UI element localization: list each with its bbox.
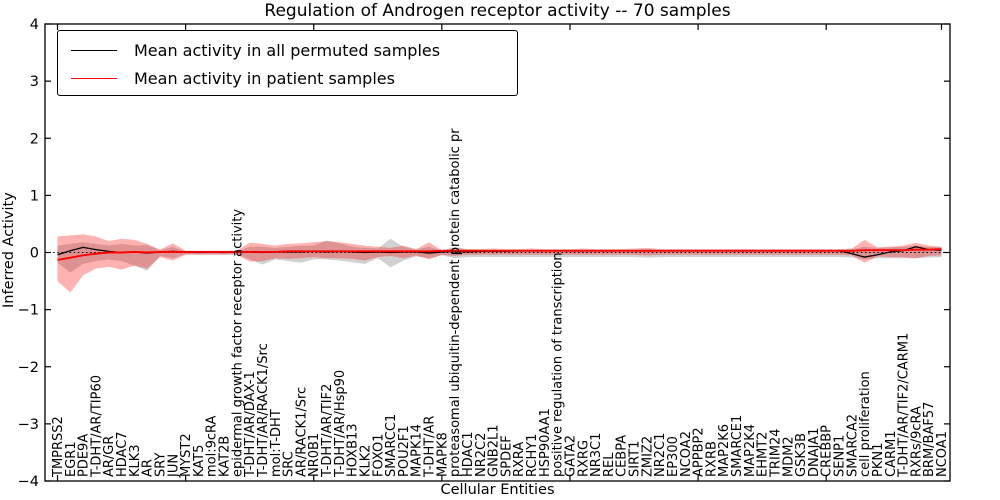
patient-mean-line <box>57 248 942 261</box>
legend-label-patient: Mean activity in patient samples <box>134 68 395 88</box>
x-category-label: BRM/BAF57 <box>922 402 937 477</box>
x-category-label: mol:9cRA <box>205 415 220 477</box>
x-category-label: HDAC1 <box>461 431 476 477</box>
x-category-label: T-DHT/AR/Hsp90 <box>333 370 348 478</box>
x-category-label: NR3C1 <box>589 433 604 477</box>
x-category-label: NR2C2 <box>474 433 489 477</box>
x-category-label: T-DHT/AR/RACK1/Src <box>256 343 271 478</box>
chart-title: Regulation of Androgen receptor activity… <box>264 1 731 21</box>
x-category-label: SRC <box>282 451 297 477</box>
legend-item-permuted: Mean activity in all permuted samples <box>71 36 517 64</box>
x-category-label: KAT2B <box>218 436 233 477</box>
legend-item-patient: Mean activity in patient samples <box>71 64 517 92</box>
y-tick-label: −1 <box>18 303 39 319</box>
x-category-label: APPBP2 <box>692 427 707 477</box>
x-category-label: NCOA1 <box>935 431 950 477</box>
y-tick-label: 1 <box>30 188 39 204</box>
x-category-label: PKN1 <box>871 443 886 477</box>
x-category-label: TMPRSS2 <box>51 416 66 478</box>
x-category-label: SPDEF <box>499 435 514 477</box>
x-category-label: MAPK8 <box>435 432 450 477</box>
x-category-label: positive regulation of transcription <box>551 252 566 477</box>
x-category-label: EHMT2 <box>756 432 771 477</box>
x-category-label: MAP2K4 <box>743 424 758 477</box>
x-category-label: RXRA <box>512 442 527 477</box>
x-category-label: CREBBP <box>820 425 835 477</box>
permuted-range-band <box>57 238 942 273</box>
x-category-label: SENP1 <box>833 435 848 477</box>
patient-range-band <box>57 234 942 293</box>
x-category-label: NCOA2 <box>679 431 694 477</box>
x-category-label: RXRG <box>576 440 591 477</box>
x-category-label: proteasomal ubiquitin-dependent protein … <box>448 128 463 477</box>
x-category-label: SIRT1 <box>628 441 643 477</box>
y-tick-label: 0 <box>30 246 39 262</box>
x-category-label: RXRs/9cRA <box>909 406 924 477</box>
y-axis-label: Inferred Activity <box>1 192 17 308</box>
x-category-label: HSP90AA1 <box>538 408 553 477</box>
x-category-label: RCHY1 <box>525 434 540 477</box>
x-category-label: KLK3 <box>128 444 143 477</box>
legend-line-sample-permuted <box>71 49 117 51</box>
x-category-label: AR/RACK1/Src <box>294 387 309 477</box>
y-tick-label: 3 <box>30 74 39 90</box>
x-category-label: JUN <box>166 454 181 478</box>
x-category-label: SMARCE1 <box>730 415 745 477</box>
x-category-label: FOXO1 <box>371 434 386 477</box>
x-category-label: T-DHT/AR <box>423 416 438 478</box>
x-category-label: cell proliferation <box>858 371 873 477</box>
x-category-label: NR0B1 <box>307 433 322 477</box>
y-tick-label: −2 <box>18 360 39 376</box>
x-category-label: mol:T-DHT <box>269 409 284 477</box>
legend-line-sample-patient <box>71 77 117 79</box>
x-category-label: CARM1 <box>884 431 899 478</box>
x-category-label: MYST2 <box>179 433 194 477</box>
x-category-label: T-DHT/AR/TIF2 <box>320 384 335 478</box>
x-category-label: MAP2K6 <box>717 424 732 477</box>
x-category-label: AR <box>141 459 156 477</box>
x-category-label: MAPK14 <box>410 424 425 477</box>
y-tick-label: 2 <box>30 131 39 147</box>
x-category-label: SMARCA2 <box>845 414 860 477</box>
x-category-label: DNAJA1 <box>807 428 822 477</box>
x-category-label: REL <box>602 452 617 477</box>
y-tick-label: −4 <box>18 474 39 490</box>
x-category-label: SMARCC1 <box>384 414 399 477</box>
x-category-label: RXRB <box>704 441 719 477</box>
x-category-label: EP300 <box>666 436 681 477</box>
x-category-label: HOXB13 <box>346 423 361 477</box>
x-category-label: MDM2 <box>781 436 796 477</box>
x-category-label: T-DHT/AR/TIF2/CARM1 <box>897 333 912 478</box>
x-category-label: GATA2 <box>563 435 578 477</box>
x-category-label: GSK3B <box>794 433 809 477</box>
x-category-label: ZMIZ2 <box>640 436 655 477</box>
x-axis-label: Cellular Entities <box>440 482 555 498</box>
x-category-label: KAT5 <box>192 445 207 477</box>
x-category-label: SRY <box>153 453 168 477</box>
y-tick-label: −3 <box>18 417 39 433</box>
x-category-label: TRIM24 <box>768 428 783 478</box>
x-category-label: HDAC7 <box>115 431 130 477</box>
y-tick-label: 4 <box>30 17 39 33</box>
x-category-label: PDE9A <box>77 434 92 477</box>
x-category-label: T-DHT/AR/TIP60 <box>89 375 104 478</box>
legend-label-permuted: Mean activity in all permuted samples <box>134 40 441 60</box>
x-category-label: NR2C1 <box>653 433 668 477</box>
x-category-label: epidermal growth factor receptor activit… <box>230 209 245 477</box>
x-category-label: EGR1 <box>64 441 79 477</box>
x-category-label: AR/GR <box>102 436 117 477</box>
x-category-label: T-DHT/AR/DAX-1 <box>243 371 258 478</box>
axes-border <box>44 23 951 482</box>
x-category-label: CEBPA <box>615 435 630 477</box>
x-category-label: GNB2L1 <box>487 424 502 477</box>
x-category-label: KLK2 <box>358 444 373 477</box>
legend-box: Mean activity in all permuted samples Me… <box>57 30 518 96</box>
x-category-label: POU2F1 <box>397 425 412 477</box>
